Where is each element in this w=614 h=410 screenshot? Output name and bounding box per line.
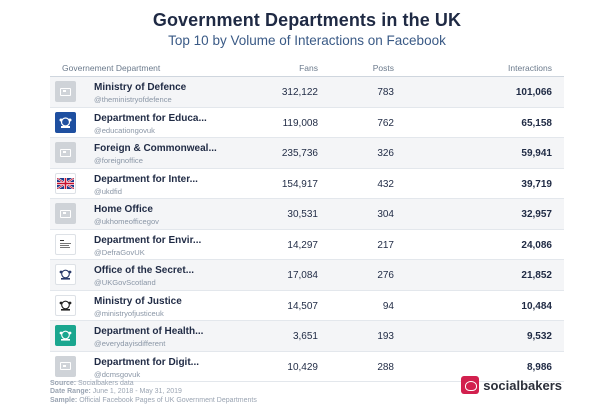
fans-value: 3,651: [292, 331, 318, 342]
interactions-value: 10,484: [521, 300, 552, 312]
royal-crest-icon: [55, 264, 76, 285]
footer-date-range: Date Range: June 1, 2018 - May 31, 2019: [50, 388, 257, 396]
interactions-value: 59,941: [521, 148, 552, 159]
table-row[interactable]: Ministry of Defence @theministryofdefenc…: [50, 77, 564, 108]
interactions-value: 32,957: [521, 209, 552, 220]
table-row[interactable]: Department for Educa... @educationgovuk …: [50, 108, 564, 138]
column-header-department[interactable]: Governement Department: [62, 63, 161, 73]
posts-value: 217: [377, 239, 394, 251]
table-row[interactable]: Foreign & Commonweal... @foreignoffice 2…: [50, 138, 564, 169]
table-row[interactable]: Office of the Secret... @UKGovScotland 1…: [50, 260, 564, 291]
posts-value: 326: [377, 148, 394, 159]
department-handle[interactable]: @ukdfid: [94, 186, 122, 196]
interactions-value: 9,532: [526, 331, 552, 342]
table-row[interactable]: Department of Health... @everydayisdiffe…: [50, 321, 564, 352]
table-row[interactable]: Department for Digit... @dcmsgovuk 10,42…: [50, 352, 564, 382]
department-name[interactable]: Ministry of Defence: [94, 82, 187, 93]
interactions-value: 65,158: [521, 117, 552, 129]
fans-value: 235,736: [281, 148, 318, 159]
socialbakers-logo-icon: [461, 376, 480, 394]
brand-logo[interactable]: socialbakers: [461, 376, 562, 394]
interactions-value: 24,086: [521, 239, 552, 251]
brand-name: socialbakers: [483, 377, 562, 393]
departments-table: Governement Department Fans Posts Intera…: [50, 60, 564, 382]
department-name[interactable]: Ministry of Justice: [94, 295, 182, 307]
department-handle[interactable]: @educationgovuk: [94, 125, 155, 135]
placeholder-image-icon: [55, 81, 76, 102]
fans-value: 14,297: [287, 239, 318, 251]
royal-crest-icon: [55, 325, 76, 346]
department-handle[interactable]: @foreignoffice: [94, 156, 143, 165]
department-name[interactable]: Department for Inter...: [94, 173, 198, 185]
footer-source-label: Source:: [50, 380, 77, 387]
department-name[interactable]: Department for Digit...: [94, 356, 200, 368]
posts-value: 432: [377, 178, 394, 190]
ukaid-flag-icon: [55, 172, 76, 194]
interactions-value: 21,852: [521, 270, 552, 281]
royal-crest-icon: [55, 111, 76, 133]
table-row[interactable]: Home Office @ukhomeofficegov 30,531 304 …: [50, 199, 564, 230]
interactions-value: 8,986: [526, 361, 552, 373]
posts-value: 304: [377, 209, 394, 220]
footer-source: Source: Socialbakers data: [50, 380, 257, 388]
department-handle[interactable]: @ukhomeofficegov: [94, 217, 159, 226]
page-subtitle: Top 10 by Volume of Interactions on Face…: [168, 33, 446, 48]
posts-value: 94: [382, 300, 394, 312]
table-row[interactable]: Department for Envir... @DefraGovUK 14,2…: [50, 230, 564, 260]
posts-value: 762: [377, 117, 394, 129]
footer-notes: Source: Socialbakers data Date Range: Ju…: [50, 380, 257, 405]
fans-value: 119,008: [282, 117, 318, 129]
posts-value: 276: [377, 270, 394, 281]
footer-sample: Sample: Official Facebook Pages of UK Go…: [50, 397, 257, 405]
department-handle[interactable]: @everydayisdifferent: [94, 339, 166, 348]
department-name[interactable]: Department of Health...: [94, 326, 204, 337]
table-row[interactable]: Ministry of Justice @ministryofjusticeuk…: [50, 291, 564, 321]
royal-crest-icon: [55, 294, 76, 316]
footer-range-label: Date Range:: [50, 388, 91, 396]
posts-value: 193: [377, 331, 394, 342]
placeholder-image-icon: [55, 142, 76, 163]
placeholder-image-icon: [55, 355, 76, 377]
footer-sample-value: Official Facebook Pages of UK Government…: [79, 396, 257, 404]
posts-value: 288: [377, 361, 394, 373]
department-name[interactable]: Home Office: [94, 204, 153, 215]
department-name[interactable]: Office of the Secret...: [94, 265, 195, 276]
interactions-value: 39,719: [521, 178, 552, 190]
table-row[interactable]: Department for Inter... @ukdfid 154,917 …: [50, 169, 564, 199]
footer-range-value: June 1, 2018 - May 31, 2019: [92, 388, 182, 396]
footer-sample-label: Sample:: [50, 396, 78, 404]
department-handle[interactable]: @ministryofjusticeuk: [94, 308, 164, 318]
fans-value: 154,917: [281, 178, 318, 190]
placeholder-image-icon: [55, 203, 76, 224]
interactions-value: 101,066: [515, 87, 552, 98]
department-handle[interactable]: @DefraGovUK: [94, 247, 145, 257]
fans-value: 312,122: [281, 87, 318, 98]
page-title: Government Departments in the UK: [152, 10, 462, 30]
column-header-posts[interactable]: Posts: [372, 63, 394, 73]
column-header-interactions[interactable]: Interactions: [508, 63, 552, 73]
fans-value: 10,429: [287, 361, 318, 373]
table-header: Governement Department Fans Posts Intera…: [50, 60, 564, 77]
fans-value: 17,084: [287, 270, 318, 281]
department-name[interactable]: Foreign & Commonweal...: [94, 143, 217, 154]
department-handle[interactable]: @dcmsgovuk: [94, 369, 141, 379]
fans-value: 30,531: [287, 209, 318, 220]
defra-logo-icon: [55, 233, 76, 255]
posts-value: 783: [377, 87, 394, 98]
department-name[interactable]: Department for Envir...: [94, 234, 202, 246]
column-header-fans[interactable]: Fans: [299, 63, 318, 73]
department-name[interactable]: Department for Educa...: [94, 112, 207, 124]
footer-source-value: Socialbakers data: [78, 380, 134, 387]
fans-value: 14,507: [287, 300, 318, 312]
department-handle[interactable]: @UKGovScotland: [94, 278, 156, 287]
department-handle[interactable]: @theministryofdefence: [94, 95, 172, 104]
